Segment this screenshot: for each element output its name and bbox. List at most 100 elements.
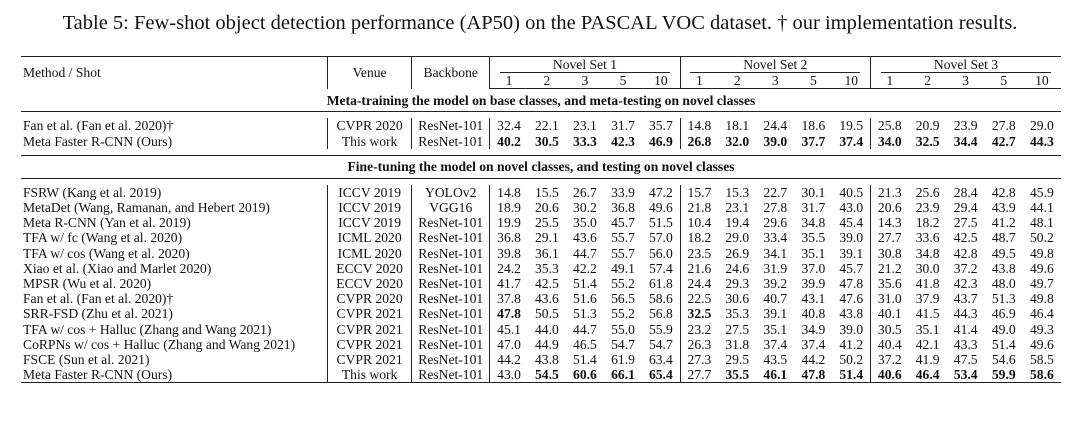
value-cell: 37.0 xyxy=(801,260,826,276)
value-cell: 46.9 xyxy=(991,306,1016,322)
value-cell: 54.6 xyxy=(991,352,1016,368)
value-cell: 54.7 xyxy=(648,336,673,352)
value-cell: 24.6 xyxy=(725,260,750,276)
value-cell: 27.7 xyxy=(679,367,719,384)
table-row: MPSR (Wu et al. 2020) ECCV 2020 ResNet-101… xyxy=(21,276,1061,292)
venue-cell: This work xyxy=(327,133,412,149)
value-cell: 49.1 xyxy=(611,260,635,276)
venue-cell: ICML 2020 xyxy=(327,245,412,261)
value-cell: 32.0 xyxy=(725,133,750,149)
section-header-row: Meta-training the model on base classes,… xyxy=(21,88,1061,113)
value-cell: 37.4 xyxy=(801,336,826,352)
novel-set-header: Novel Set 2 xyxy=(679,56,871,74)
backbone-cell: ResNet-101 xyxy=(411,321,490,337)
novel-set-label: Novel Set 3 xyxy=(881,57,1052,74)
value-cell: 40.7 xyxy=(763,291,788,307)
novel-set-label: Novel Set 1 xyxy=(499,57,670,74)
table-row: Fan et al. (Fan et al. 2020)† CVPR 2020 Re… xyxy=(21,291,1061,307)
backbone-cell: ResNet-101 xyxy=(411,245,490,261)
value-cell: 57.4 xyxy=(648,260,673,276)
table-row: TFA w/ cos (Wang et al. 2020) ICML 2020 Re… xyxy=(21,245,1061,261)
method-header: Method / Shot xyxy=(21,55,328,89)
value-cell: 33.3 xyxy=(573,133,597,149)
value-cell: 43.8 xyxy=(991,260,1016,276)
method-name: CoRPNs w/ cos + Halluc (Zhang and Wang 2… xyxy=(23,336,296,352)
method-name: MPSR (Wu et al. 2020) xyxy=(23,276,152,292)
value-cell: 27.5 xyxy=(725,321,750,337)
table-row: TFA w/ cos + Halluc (Zhang and Wang 2021… xyxy=(21,321,1061,337)
value-cell: 41.4 xyxy=(953,321,978,337)
value-cell: 50.2 xyxy=(1030,230,1054,246)
venue-cell: CVPR 2021 xyxy=(327,352,412,368)
value-cell: 46.4 xyxy=(1030,306,1054,322)
value-cell: 23.1 xyxy=(725,200,750,216)
value-cell: 35.3 xyxy=(534,260,559,276)
shot-label: 10 xyxy=(642,73,681,90)
value-cell: 49.3 xyxy=(1030,321,1054,337)
value-cell: 39.1 xyxy=(763,306,788,322)
section-title: Fine-tuning the model on novel classes, … xyxy=(21,154,1061,179)
value-cell: 30.8 xyxy=(870,245,909,261)
value-cell: 30.0 xyxy=(915,260,940,276)
value-cell: 41.2 xyxy=(991,215,1016,231)
value-cell: 37.2 xyxy=(870,352,909,368)
value-cell: 58.6 xyxy=(1022,367,1061,384)
venue-cell: ECCV 2020 xyxy=(327,276,412,292)
venue-cell: CVPR 2021 xyxy=(327,336,412,353)
value-cell: 51.4 xyxy=(991,336,1016,352)
value-cell: 51.5 xyxy=(648,215,673,231)
method-name: TFA w/ fc (Wang et al. 2020) xyxy=(23,230,183,246)
table-row: Meta Faster R-CNN (Ours) This work ResNet-… xyxy=(21,367,1061,384)
value-cell: 42.5 xyxy=(534,276,559,292)
value-cell: 15.3 xyxy=(725,184,750,200)
value-cell: 61.8 xyxy=(648,276,673,292)
value-cell: 44.2 xyxy=(489,352,528,368)
value-cell: 36.1 xyxy=(534,245,559,261)
value-cell: 24.4 xyxy=(763,118,788,134)
section-title: Meta-training the model on base classes,… xyxy=(21,88,1061,113)
value-cell: 43.7 xyxy=(953,291,978,307)
value-cell: 14.3 xyxy=(870,215,909,231)
backbone-cell: ResNet-101 xyxy=(411,367,490,384)
value-cell: 65.4 xyxy=(642,367,681,384)
value-cell: 29.0 xyxy=(725,230,750,246)
value-cell: 43.1 xyxy=(801,291,826,307)
backbone-cell: ResNet-101 xyxy=(411,260,490,277)
value-cell: 40.4 xyxy=(870,336,909,353)
method-name: FSCE (Sun et al. 2021) xyxy=(23,352,150,368)
value-cell: 59.9 xyxy=(984,367,1023,384)
value-cell: 37.4 xyxy=(763,336,788,352)
value-cell: 45.4 xyxy=(839,215,864,231)
value-cell: 40.5 xyxy=(839,184,864,200)
value-cell: 47.0 xyxy=(489,336,528,353)
value-cell: 18.2 xyxy=(679,230,719,246)
venue-cell: CVPR 2020 xyxy=(327,118,412,134)
value-cell: 10.4 xyxy=(679,215,719,231)
venue-cell: This work xyxy=(327,367,412,384)
value-cell: 48.7 xyxy=(991,230,1016,246)
value-cell: 34.1 xyxy=(763,245,788,261)
shot-label: 5 xyxy=(984,73,1023,90)
backbone-cell: ResNet-101 xyxy=(411,133,490,149)
value-cell: 55.2 xyxy=(611,276,635,292)
value-cell: 42.2 xyxy=(573,260,597,276)
venue-cell: CVPR 2020 xyxy=(327,291,412,307)
value-cell: 22.7 xyxy=(763,184,788,200)
table-row: FSCE (Sun et al. 2021) CVPR 2021 ResNet-10… xyxy=(21,352,1061,368)
value-cell: 39.0 xyxy=(763,133,788,149)
value-cell: 23.1 xyxy=(573,118,597,134)
value-cell: 42.8 xyxy=(991,184,1016,200)
value-cell: 47.8 xyxy=(489,306,528,322)
shot-label: 3 xyxy=(756,73,795,90)
value-cell: 27.7 xyxy=(870,230,909,246)
backbone-cell: ResNet-101 xyxy=(411,352,490,368)
value-cell: 51.4 xyxy=(573,276,597,292)
value-cell: 35.1 xyxy=(801,245,826,261)
backbone-cell: ResNet-101 xyxy=(411,230,490,246)
value-cell: 47.8 xyxy=(839,276,864,292)
value-cell: 31.0 xyxy=(870,291,909,307)
value-cell: 39.2 xyxy=(763,276,788,292)
value-cell: 37.9 xyxy=(915,291,940,307)
value-cell: 51.3 xyxy=(991,291,1016,307)
value-cell: 35.3 xyxy=(725,306,750,322)
